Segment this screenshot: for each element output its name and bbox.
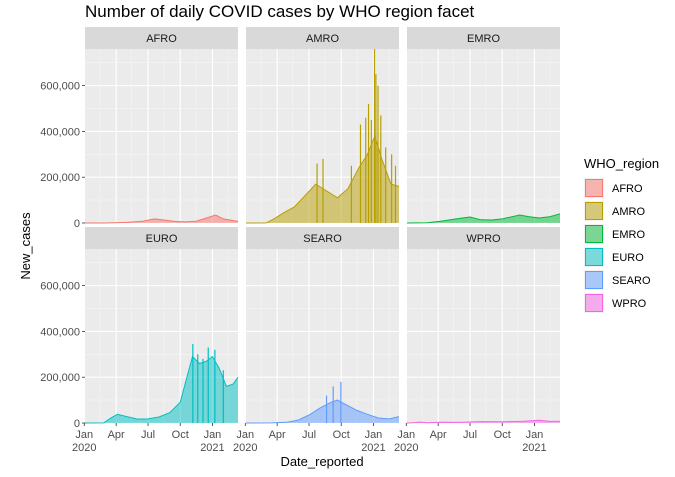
x-tick-label: Jan 2020 — [394, 429, 418, 454]
legend-label: SEARO — [612, 275, 651, 287]
x-tick-label-line: Oct — [494, 429, 511, 441]
legend-key-searo — [585, 271, 603, 289]
y-tick-label: 400,000 — [40, 126, 80, 138]
x-tick-label-line: Jan — [397, 429, 415, 441]
x-tick-label-line: Jul — [302, 429, 316, 441]
panel-background — [407, 249, 560, 423]
axes: 0 200,000 400,000 600,000 0 200,000 400,000 600… — [40, 81, 546, 454]
facet-searo: SEARO — [245, 227, 400, 424]
x-axis-title: Date_reported — [280, 454, 363, 469]
y-tick-label: 0 — [74, 218, 80, 230]
x-tick-label-line: Jan — [75, 429, 93, 441]
facet-amro: AMRO — [245, 27, 400, 224]
series-area-euro — [85, 356, 238, 423]
y-tick-label: 0 — [74, 418, 80, 430]
x-tick-label-line: Jul — [463, 429, 477, 441]
facet-strip — [407, 27, 560, 49]
legend-key-amro — [585, 202, 603, 220]
series-line-afro — [85, 214, 239, 224]
x-tick-label: Apr — [108, 429, 125, 441]
x-tick-label-line: Apr — [108, 429, 125, 441]
facet-strip-label: EURO — [146, 233, 178, 245]
x-tick-label-line: 2021 — [361, 442, 385, 454]
facet-wpro: WPRO — [406, 227, 561, 424]
x-tick-label-line: Jan — [236, 429, 254, 441]
facet-strip-label: AFRO — [146, 33, 177, 45]
legend-key-wpro — [585, 294, 603, 312]
x-tick-label-line: Apr — [430, 429, 447, 441]
legend-key-emro — [585, 225, 603, 243]
y-axis-title: New_cases — [18, 212, 33, 280]
x-tick-label: Jul — [302, 429, 316, 441]
x-tick-label: Oct — [172, 429, 189, 441]
legend: WHO_region AFRO AMRO EMRO EURO SEARO WPRO — [584, 156, 659, 313]
series-area-searo — [246, 400, 399, 423]
x-tick-label: Apr — [269, 429, 286, 441]
x-tick-label-line: Apr — [269, 429, 286, 441]
y-tick-label: 600,000 — [40, 81, 80, 93]
x-tick-label-line: Jul — [141, 429, 155, 441]
x-tick-label: Jan 2021 — [522, 429, 546, 454]
facet-strip — [407, 227, 560, 249]
x-tick-label-line: Jan — [365, 429, 383, 441]
facet-strip-label: WPRO — [466, 233, 501, 245]
x-tick-label: Jan 2021 — [361, 429, 385, 454]
x-tick-label-line: 2021 — [522, 442, 546, 454]
x-tick-label-line: Jan — [526, 429, 544, 441]
y-tick-label: 200,000 — [40, 172, 80, 184]
facet-emro: EMRO — [406, 27, 561, 224]
panel-background — [85, 49, 238, 223]
legend-title: WHO_region — [584, 156, 659, 171]
facet-panels: AFRO AMRO EMRO EURO SEARO WPRO — [84, 27, 561, 424]
series-line-wpro — [406, 419, 561, 424]
y-tick-label: 400,000 — [40, 326, 80, 338]
x-tick-label-line: Oct — [172, 429, 189, 441]
x-tick-label-line: 2020 — [394, 442, 418, 454]
facet-strip-label: EMRO — [467, 33, 500, 45]
x-tick-label: Apr — [430, 429, 447, 441]
x-tick-label: Jan 2021 — [200, 429, 224, 454]
x-tick-label-line: Jan — [204, 429, 222, 441]
facet-strip — [85, 27, 238, 49]
facet-strip-label: AMRO — [306, 33, 339, 45]
series-line-emro — [406, 213, 561, 224]
y-tick-label: 600,000 — [40, 281, 80, 293]
x-tick-label: Oct — [494, 429, 511, 441]
x-tick-label-line: 2021 — [200, 442, 224, 454]
x-tick-label: Oct — [333, 429, 350, 441]
facet-euro: EURO — [84, 227, 239, 424]
legend-label: EMRO — [612, 229, 645, 241]
y-tick-label: 200,000 — [40, 372, 80, 384]
series-line-searo — [245, 399, 400, 424]
x-tick-label: Jul — [141, 429, 155, 441]
facet-afro: AFRO — [85, 27, 239, 224]
facet-strip — [246, 27, 399, 49]
facet-strip — [246, 227, 399, 249]
x-tick-label-line: 2020 — [233, 442, 257, 454]
legend-label: AMRO — [612, 206, 645, 218]
panel-background — [246, 249, 399, 423]
legend-key-afro — [585, 179, 603, 197]
legend-label: AFRO — [612, 183, 643, 195]
x-tick-label: Jan 2020 — [233, 429, 257, 454]
facet-strip-label: SEARO — [303, 233, 342, 245]
x-tick-label-line: Oct — [333, 429, 350, 441]
panel-background — [407, 49, 560, 223]
legend-label: EURO — [612, 252, 644, 264]
legend-key-euro — [585, 248, 603, 266]
series-area-afro — [85, 215, 238, 223]
legend-label: WPRO — [612, 298, 647, 310]
x-tick-label: Jul — [463, 429, 477, 441]
x-tick-label-line: 2020 — [72, 442, 96, 454]
x-tick-label: Jan 2020 — [72, 429, 96, 454]
chart-title: Number of daily COVID cases by WHO regio… — [85, 2, 475, 21]
facet-strip — [85, 227, 238, 249]
series-line-euro — [84, 355, 239, 424]
